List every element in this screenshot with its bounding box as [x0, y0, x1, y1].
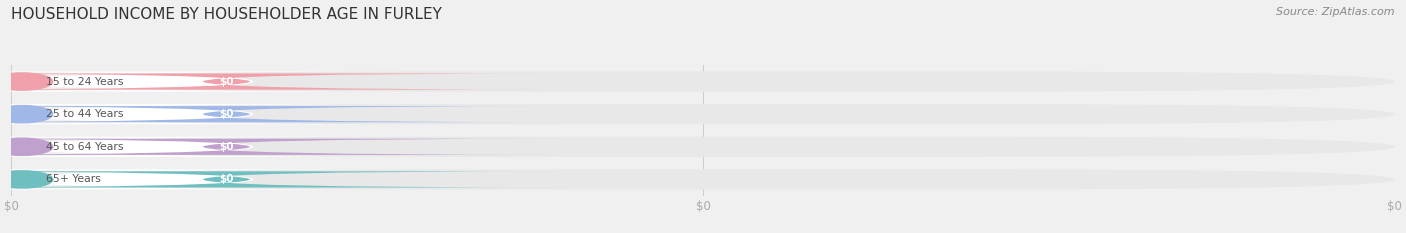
FancyBboxPatch shape: [0, 73, 562, 90]
FancyBboxPatch shape: [0, 72, 440, 92]
Text: 15 to 24 Years: 15 to 24 Years: [46, 77, 124, 86]
FancyBboxPatch shape: [0, 106, 562, 122]
Text: $0: $0: [219, 142, 233, 152]
Text: 25 to 44 Years: 25 to 44 Years: [46, 109, 124, 119]
Text: 65+ Years: 65+ Years: [46, 175, 101, 184]
FancyBboxPatch shape: [11, 72, 1395, 92]
Ellipse shape: [0, 171, 53, 188]
FancyBboxPatch shape: [0, 169, 440, 189]
FancyBboxPatch shape: [11, 137, 1395, 157]
FancyBboxPatch shape: [11, 104, 1395, 124]
FancyBboxPatch shape: [0, 137, 440, 157]
Ellipse shape: [0, 138, 53, 155]
Text: 45 to 64 Years: 45 to 64 Years: [46, 142, 124, 152]
FancyBboxPatch shape: [0, 171, 562, 188]
Text: Source: ZipAtlas.com: Source: ZipAtlas.com: [1277, 7, 1395, 17]
FancyBboxPatch shape: [0, 104, 440, 124]
FancyBboxPatch shape: [0, 139, 562, 155]
Text: $0: $0: [219, 109, 233, 119]
Text: $0: $0: [219, 175, 233, 184]
Ellipse shape: [0, 73, 53, 90]
Ellipse shape: [0, 106, 53, 123]
Text: HOUSEHOLD INCOME BY HOUSEHOLDER AGE IN FURLEY: HOUSEHOLD INCOME BY HOUSEHOLDER AGE IN F…: [11, 7, 441, 22]
Text: $0: $0: [219, 77, 233, 86]
FancyBboxPatch shape: [11, 169, 1395, 189]
